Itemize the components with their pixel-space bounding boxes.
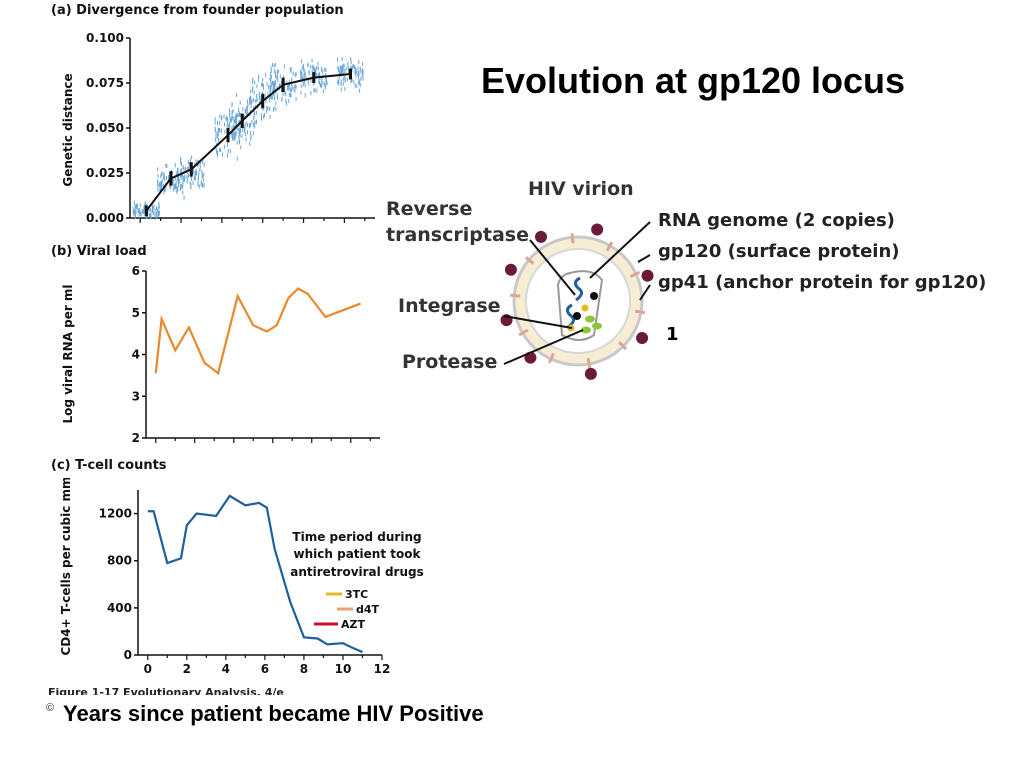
gp120-spike (584, 367, 597, 380)
y-tick-label: 2 (132, 431, 140, 445)
gp41-stalk (547, 352, 555, 364)
chart-c-ylabel: CD4+ T-cells per cubic mm (59, 478, 73, 656)
chart-tcell: CD4+ T-cells per cubic mm 0 400 800 1200 0 2 4… (59, 478, 424, 676)
slide-title: Evolution at gp120 locus (481, 60, 906, 101)
y-tick-label: 0.000 (86, 211, 124, 225)
slide-number-label: 1 (666, 324, 679, 345)
gp120-spike (591, 223, 604, 236)
gp41-stalk (634, 309, 646, 315)
gp120-spike (535, 230, 547, 243)
x-tick-label: 0 (144, 662, 152, 676)
label-integrase: Integrase (398, 295, 501, 317)
gp41-stalk (605, 241, 614, 252)
drug-annotation-line-3: antiretroviral drugs (290, 565, 423, 579)
label-rna-genome: RNA genome (2 copies) (658, 210, 895, 231)
gp41-stalk (629, 270, 641, 278)
viral-load-line (154, 287, 361, 376)
chart-b-ylabel: Log viral RNA per ml (61, 284, 75, 423)
label-reverse-2: transcriptase (386, 224, 529, 246)
x-axis-note: Years since patient became HIV Positive (63, 701, 484, 726)
x-tick-label: 2 (183, 662, 191, 676)
y-tick-label: 5 (132, 306, 140, 320)
y-tick-label: 0.100 (86, 31, 124, 45)
x-tick-label: 10 (335, 662, 352, 676)
reverse-transcriptase-dot (590, 292, 598, 300)
virion-title: HIV virion (528, 178, 634, 200)
chart-divergence: Genetic distance 0.000 0.025 0.050 0.075 0.1… (61, 31, 375, 225)
gp41-stalk (586, 357, 592, 369)
legend-label-3TC: 3TC (345, 588, 368, 601)
y-tick-label: 0.050 (86, 121, 124, 135)
integrase-dot (573, 312, 581, 320)
chart-viral-load: Log viral RNA per ml 2 3 4 5 6 (61, 264, 380, 445)
protein-green-2 (592, 322, 602, 330)
y-tick-label: 1200 (99, 507, 132, 521)
tcell-count-line (147, 494, 363, 654)
copyright-mark: © (46, 702, 55, 714)
gp41-stalk (518, 328, 529, 337)
gp41-stalk (617, 340, 628, 351)
hiv-virion-diagram: HIV virion Reverse transcriptase Integra… (386, 178, 986, 380)
y-tick-label: 0 (124, 648, 132, 662)
drug-annotation-line-2: which patient took (294, 547, 422, 561)
x-tick-label: 12 (374, 662, 391, 676)
protein-green-3 (581, 326, 591, 334)
protein-green-1 (585, 315, 595, 323)
y-tick-label: 400 (107, 601, 132, 615)
gp120-spike (636, 332, 649, 344)
x-tick-label: 4 (222, 662, 230, 676)
legend-label-AZT: AZT (341, 618, 365, 631)
gp120-spike (641, 269, 654, 282)
rna-strand-2 (565, 303, 575, 329)
y-tick-label: 0.075 (86, 76, 124, 90)
y-tick-label: 6 (132, 264, 140, 278)
panel-b-title: (b) Viral load (51, 244, 147, 259)
y-tick-label: 4 (132, 348, 140, 362)
y-tick-label: 0.025 (86, 166, 124, 180)
rna-strand-1 (573, 276, 583, 302)
virion-body (500, 223, 654, 380)
legend-label-d4T: d4T (356, 603, 380, 616)
label-gp41: gp41 (anchor protein for gp120) (658, 272, 986, 293)
protease-dot-2 (581, 304, 589, 312)
label-protease: Protease (402, 351, 497, 373)
virion-leader-lines (503, 221, 651, 365)
gp41-stalk (570, 233, 575, 244)
panel-a-title: (a) Divergence from founder population (51, 3, 344, 18)
label-reverse-1: Reverse (386, 198, 472, 220)
chart-a-ylabel: Genetic distance (61, 73, 75, 186)
panel-c-title: (c) T-cell counts (51, 458, 167, 473)
gp41-stalk (510, 293, 521, 298)
gp120-spike (504, 263, 517, 276)
y-tick-label: 3 (132, 389, 140, 403)
x-tick-label: 8 (300, 662, 308, 676)
drug-annotation-line-1: Time period during (292, 530, 421, 544)
label-gp120: gp120 (surface protein) (658, 241, 900, 262)
figure-caption: Figure 1-17 Evolutionary Analysis, 4/e (48, 686, 284, 695)
x-tick-label: 6 (261, 662, 269, 676)
gp41-stalk (524, 256, 535, 265)
y-tick-label: 800 (107, 554, 132, 568)
